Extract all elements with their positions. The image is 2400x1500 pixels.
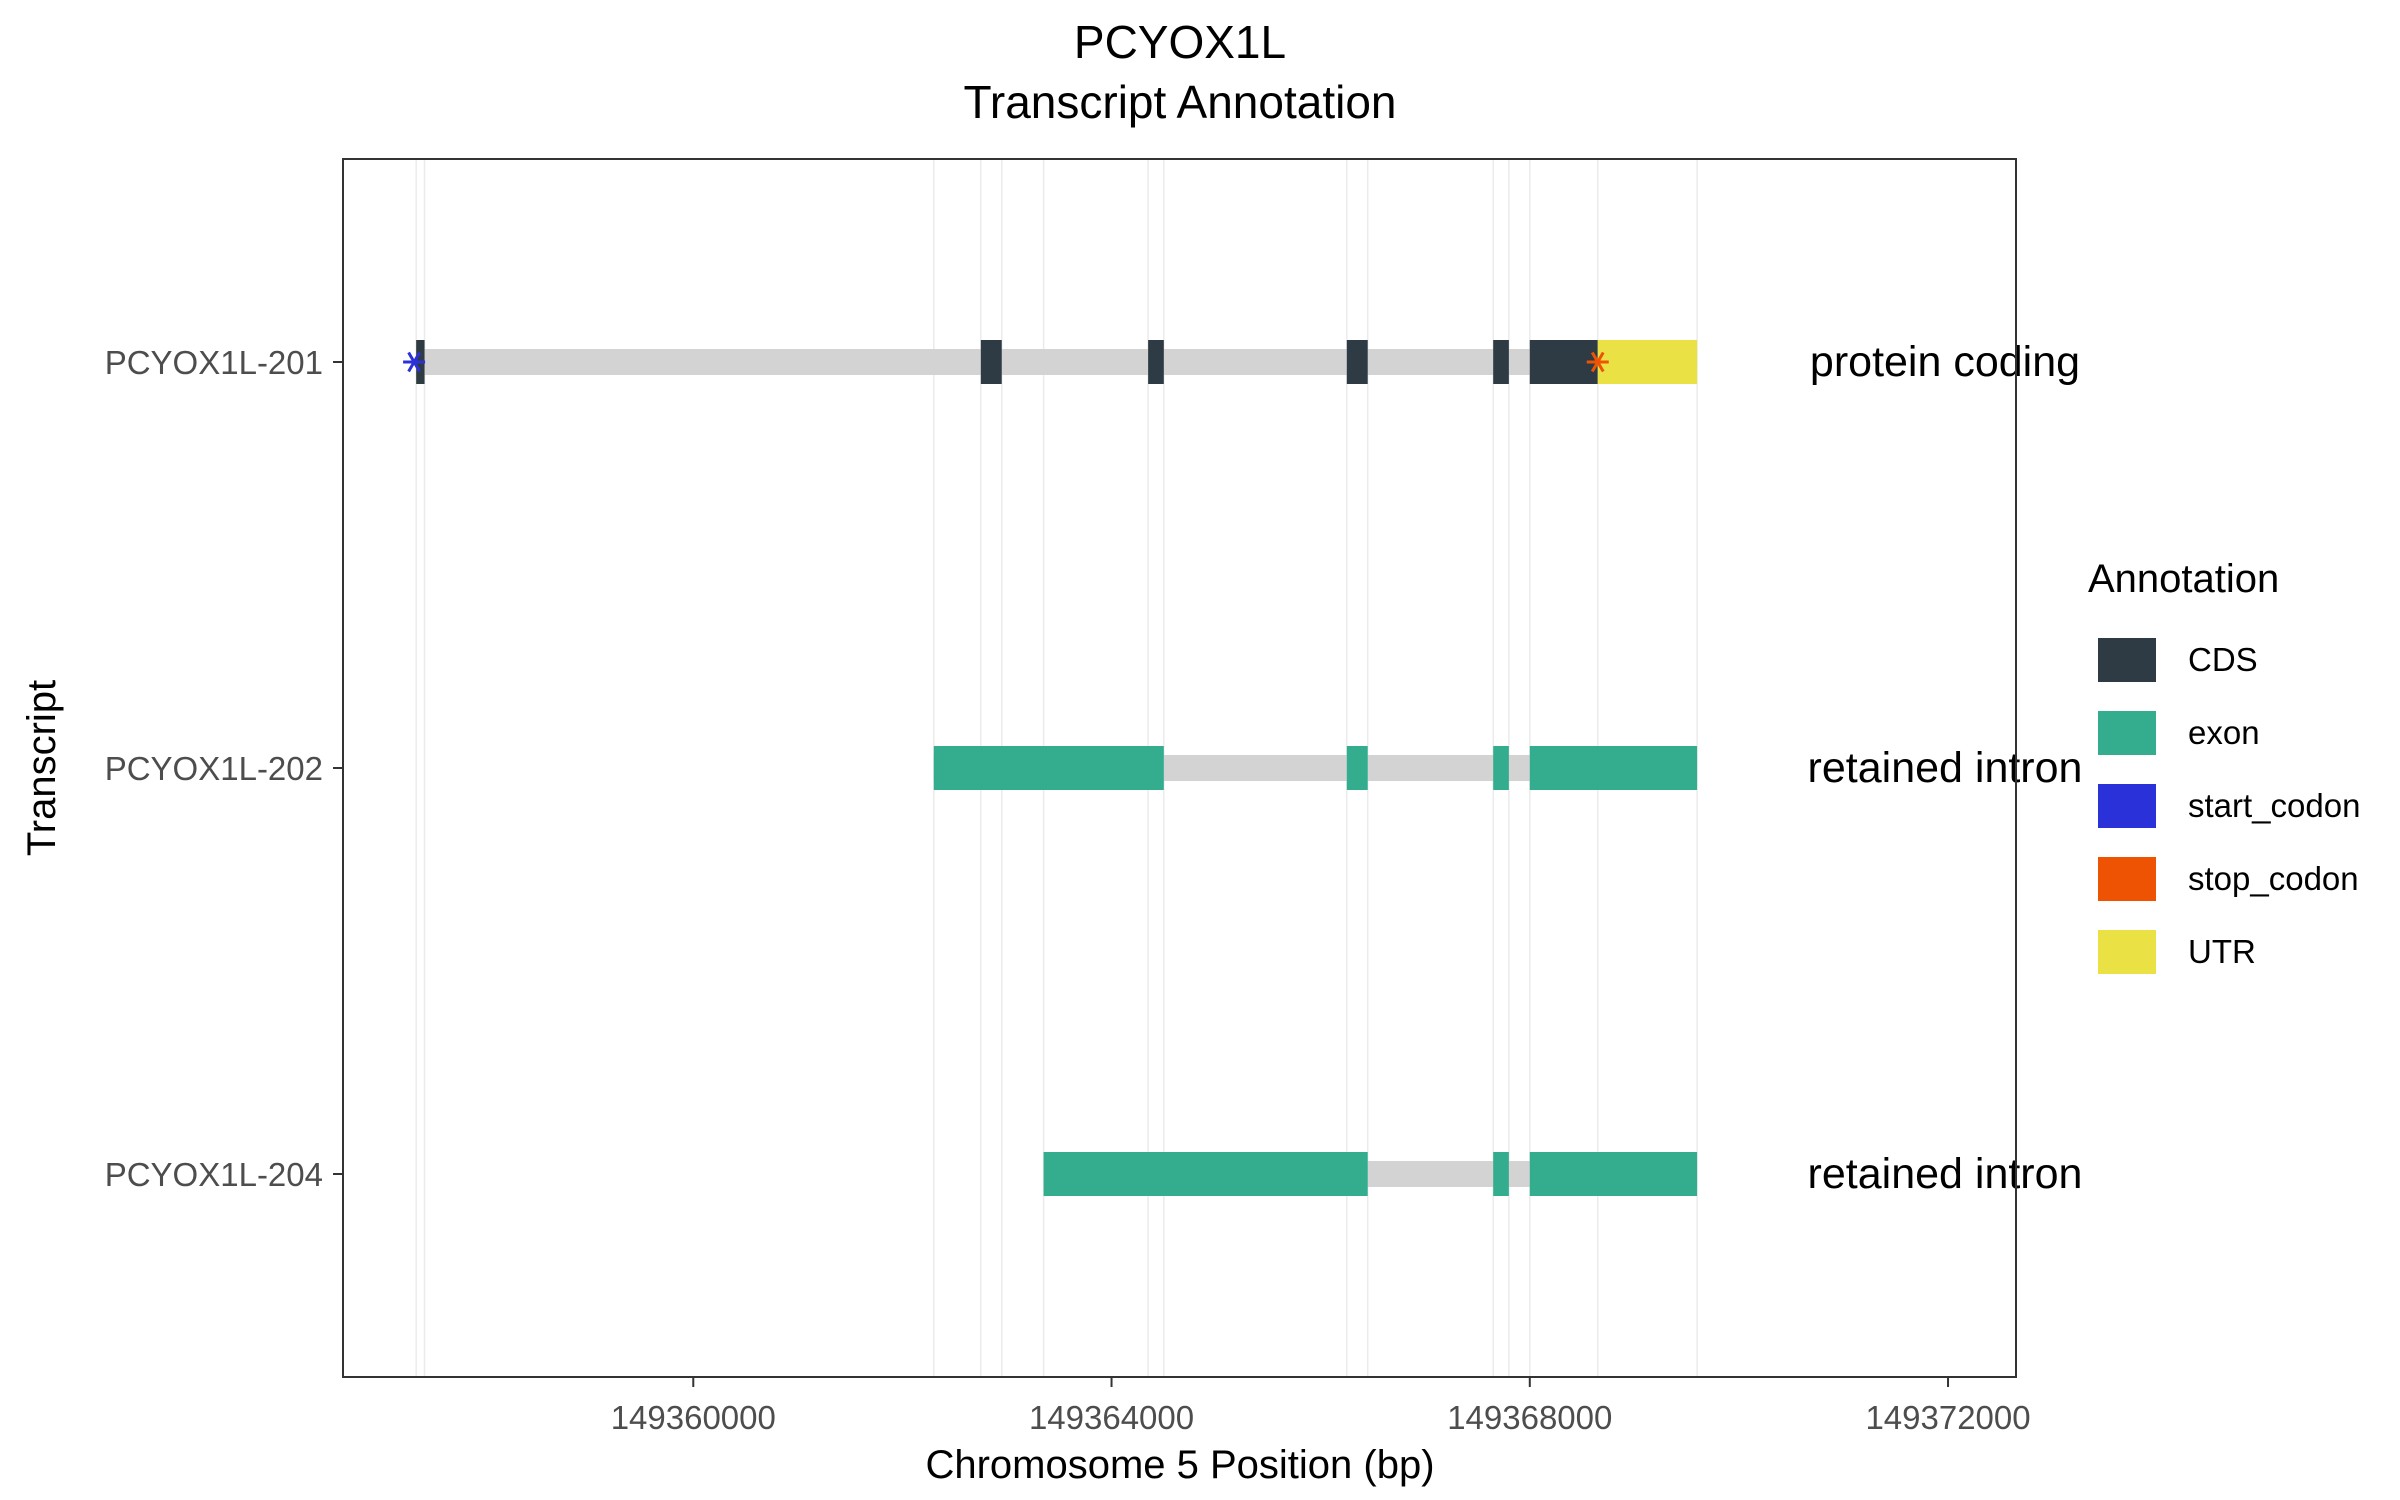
cds-block [980,340,1002,384]
x-tick-label: 149360000 [611,1399,776,1436]
x-axis: 149360000 149364000 149368000 149372000 [611,1377,2031,1436]
legend-swatch [2098,857,2156,901]
x-tick-label: 149368000 [1447,1399,1612,1436]
chart-title: PCYOX1L [1074,16,1286,68]
utr-block [1597,340,1698,384]
exon-block [1493,1152,1509,1196]
stop-codon-marker-stroke [1590,351,1605,373]
biotype-label: retained intron [1808,1150,2083,1198]
exon-block [1529,1152,1698,1196]
legend-label: CDS [2188,641,2258,678]
legend-label: UTR [2188,933,2256,970]
legend-swatch [2098,638,2156,682]
biotype-label: protein coding [1810,338,2080,386]
legend-swatch [2098,711,2156,755]
cds-block [1148,340,1164,384]
y-axis-label: Transcript [20,680,64,856]
legend-swatch [2098,930,2156,974]
legend-title: Annotation [2088,557,2279,601]
exon-block [933,746,1164,790]
y-axis: PCYOX1L-204 PCYOX1L-202 PCYOX1L-201 [105,344,343,1193]
legend-label: exon [2188,714,2260,751]
exon-block [1493,746,1509,790]
exon-block [1346,746,1368,790]
y-tick-label: PCYOX1L-204 [105,1156,323,1193]
y-tick-label: PCYOX1L-202 [105,750,323,787]
start-codon-marker-stroke [407,351,421,373]
x-tick-label: 149364000 [1029,1399,1194,1436]
biotype-label: retained intron [1808,744,2083,792]
legend-label: start_codon [2188,787,2360,824]
legend-swatch [2098,784,2156,828]
cds-block [1346,340,1368,384]
start-codon-marker [403,351,426,373]
exon-block [1043,1152,1368,1196]
x-tick-label: 149372000 [1865,1399,2030,1436]
chart-subtitle: Transcript Annotation [964,76,1397,128]
cds-block [1529,340,1598,384]
x-axis-label: Chromosome 5 Position (bp) [925,1443,1434,1487]
legend-label: stop_codon [2188,860,2359,897]
transcript-tracks: retained intron retained intron protein co… [403,338,2082,1198]
exon-block [1529,746,1698,790]
y-tick-label: PCYOX1L-201 [105,344,323,381]
stop-codon-marker [1586,351,1609,373]
legend: Annotation CDS exon start_codon stop_codon U… [2088,557,2360,974]
cds-block [1493,340,1509,384]
intron-line [416,349,1698,375]
